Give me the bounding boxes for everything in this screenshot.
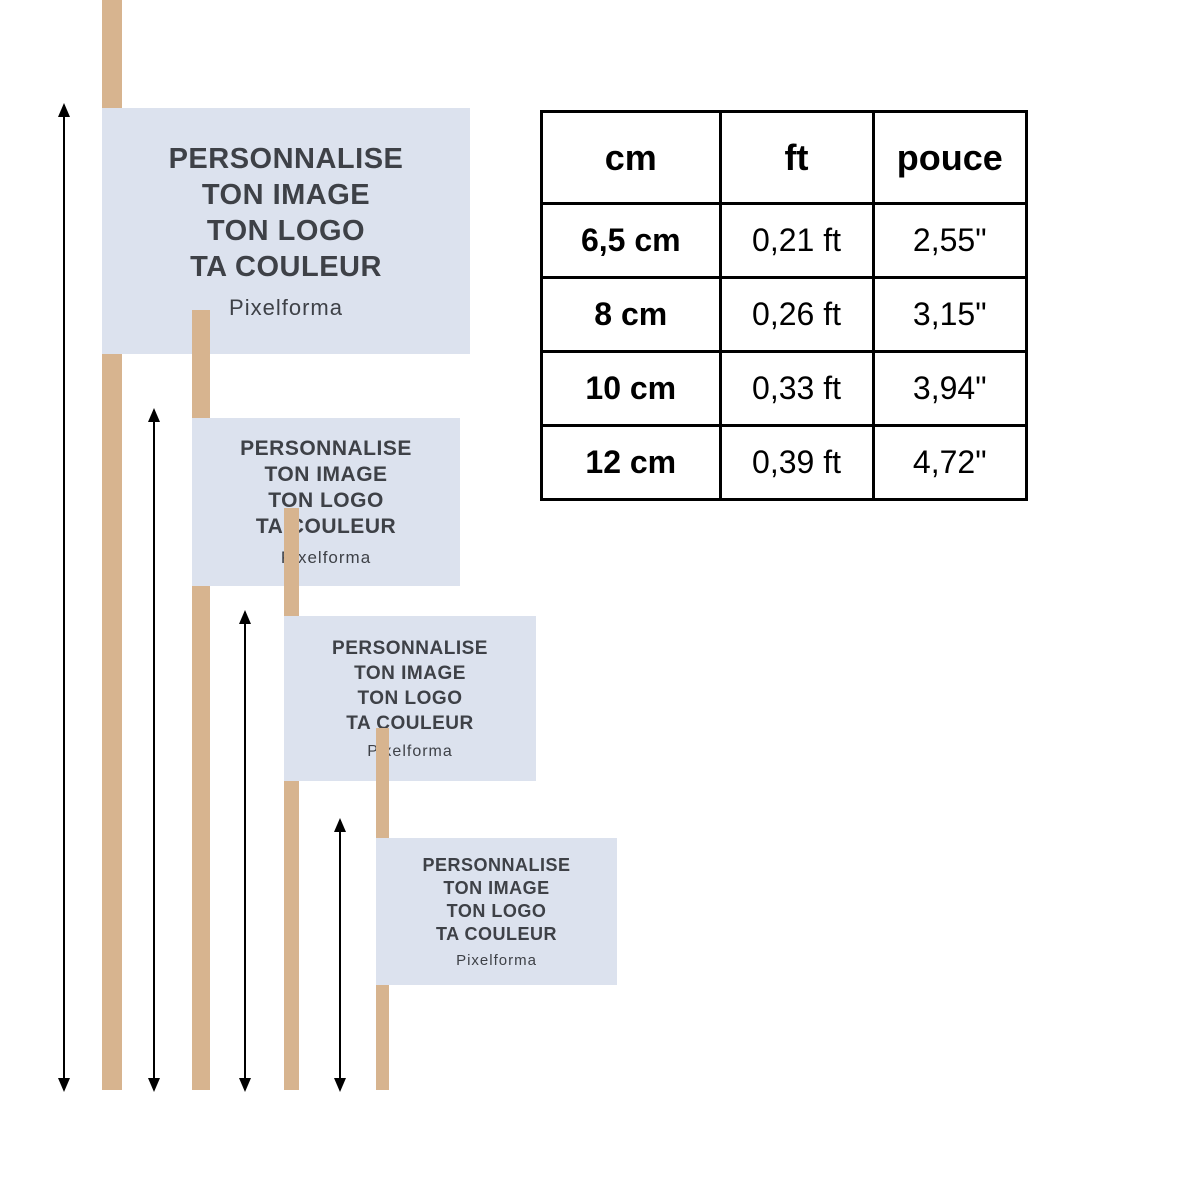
table-cell: 2,55" (873, 204, 1027, 278)
table-cell: 4,72" (873, 426, 1027, 500)
flag-text-line: TA COULEUR (256, 514, 396, 540)
flag-text-line: TON LOGO (207, 213, 365, 249)
flag-brand: Pixelforma (229, 295, 343, 321)
table-row: 12 cm0,39 ft4,72" (542, 426, 1027, 500)
table-cell: 3,94" (873, 352, 1027, 426)
height-arrow (153, 410, 155, 1090)
flag-text-line: TON LOGO (358, 686, 463, 711)
flag-text-line: TA COULEUR (346, 711, 473, 736)
table-cell: 6,5 cm (542, 204, 721, 278)
flag-text-line: TON IMAGE (443, 877, 549, 900)
height-arrow (244, 612, 246, 1090)
table-header-cell: cm (542, 112, 721, 204)
conversion-table: cmftpouce6,5 cm0,21 ft2,55"8 cm0,26 ft3,… (540, 110, 1028, 501)
table-header-cell: pouce (873, 112, 1027, 204)
flag-text-line: TON LOGO (447, 900, 547, 923)
flag-text-line: TA COULEUR (190, 249, 382, 285)
table-header-cell: ft (720, 112, 873, 204)
flag-pole (284, 508, 299, 1090)
stage: PERSONNALISETON IMAGETON LOGOTA COULEURP… (0, 0, 1200, 1200)
table-cell: 8 cm (542, 278, 721, 352)
flag-text-line: TA COULEUR (436, 923, 557, 946)
flag-brand: Pixelforma (456, 952, 537, 969)
table-cell: 0,21 ft (720, 204, 873, 278)
flag-8cm: PERSONNALISETON IMAGETON LOGOTA COULEURP… (284, 616, 536, 781)
flag-text-line: PERSONNALISE (240, 436, 412, 462)
table-row: 8 cm0,26 ft3,15" (542, 278, 1027, 352)
table-cell: 0,33 ft (720, 352, 873, 426)
flag-text-line: TON IMAGE (264, 462, 387, 488)
flag-12cm: PERSONNALISETON IMAGETON LOGOTA COULEUR P… (102, 108, 470, 354)
table-row: 6,5 cm0,21 ft2,55" (542, 204, 1027, 278)
flag-text-line: PERSONNALISE (332, 636, 488, 661)
flag-text-line: PERSONNALISE (169, 141, 404, 177)
table-row: 10 cm0,33 ft3,94" (542, 352, 1027, 426)
height-arrow (63, 105, 65, 1090)
table-cell: 0,39 ft (720, 426, 873, 500)
flag-text-line: TON IMAGE (202, 177, 370, 213)
flag-10cm: PERSONNALISETON IMAGETON LOGOTA COULEURP… (192, 418, 460, 586)
table-cell: 3,15" (873, 278, 1027, 352)
table-cell: 10 cm (542, 352, 721, 426)
table-cell: 0,26 ft (720, 278, 873, 352)
flag-text-line: PERSONNALISE (422, 854, 570, 877)
height-arrow (339, 820, 341, 1090)
flag-text-line: TON IMAGE (354, 661, 466, 686)
table-cell: 12 cm (542, 426, 721, 500)
flag-6-5cm: PERSONNALISETON IMAGETON LOGOTA COULEUR P… (376, 838, 617, 985)
